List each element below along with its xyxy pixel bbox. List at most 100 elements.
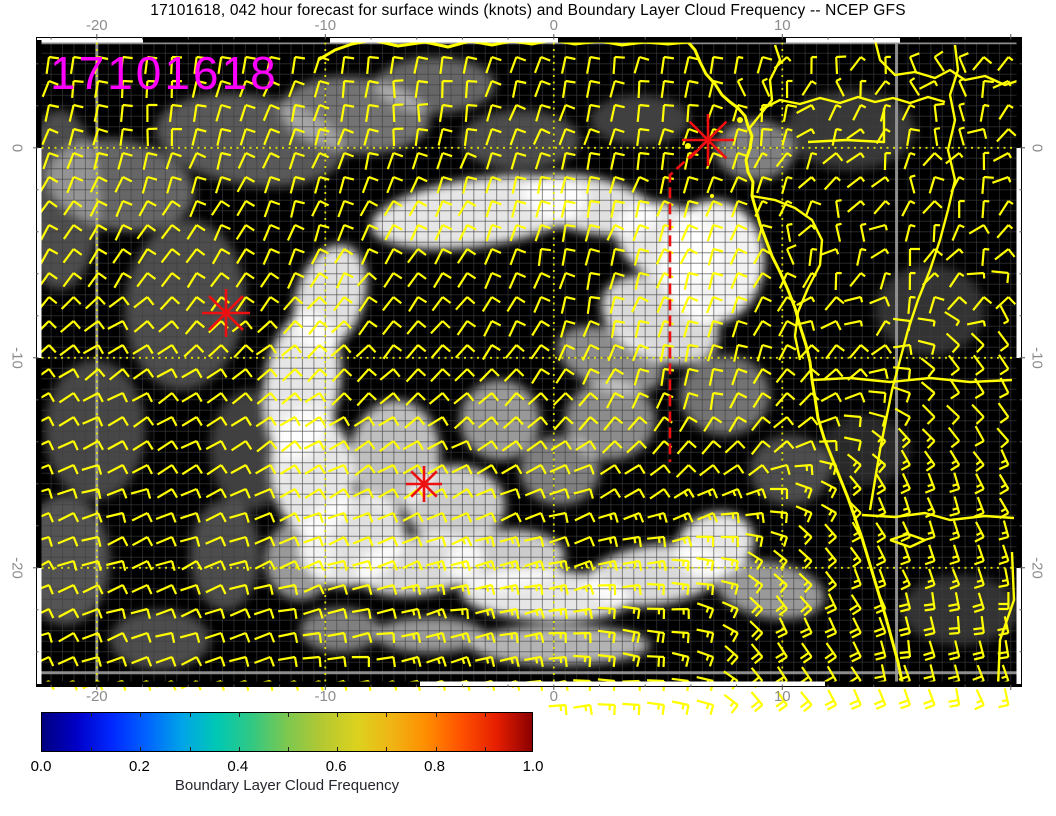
wind-barb xyxy=(352,583,373,595)
wind-barb xyxy=(462,55,478,74)
wind-barb xyxy=(509,223,527,242)
wind-barb xyxy=(921,428,936,449)
wind-barb xyxy=(549,487,570,499)
wind-barb xyxy=(434,199,453,218)
wind-barb xyxy=(451,511,473,523)
wind-barb xyxy=(303,511,324,523)
wind-barb xyxy=(997,330,1010,352)
wind-barb xyxy=(608,127,625,146)
wind-barb xyxy=(291,55,306,74)
wind-barb xyxy=(868,411,887,427)
wind-barb xyxy=(335,272,354,289)
wind-barb xyxy=(107,344,129,355)
wind-barb xyxy=(633,55,650,74)
wind-barb xyxy=(506,296,526,312)
colorbar-tick-label: 0.0 xyxy=(30,758,52,775)
wind-barb xyxy=(457,200,477,217)
wind-barb xyxy=(778,200,793,217)
wind-barb xyxy=(721,601,739,619)
wind-barb xyxy=(561,223,576,242)
colorbar-tick xyxy=(435,713,437,717)
wind-barb xyxy=(229,607,251,619)
wind-barb xyxy=(57,512,80,523)
wind-barb xyxy=(185,296,206,312)
wind-barb xyxy=(583,127,600,146)
wind-barb xyxy=(679,248,698,265)
wind-barb xyxy=(63,200,83,216)
wind-barb xyxy=(573,463,595,475)
wind-barb xyxy=(41,583,54,595)
wind-barb xyxy=(41,320,57,331)
wind-barb xyxy=(206,368,228,380)
axis-tick-label-right: -10 xyxy=(1028,346,1046,369)
wind-barb xyxy=(336,223,354,242)
wind-barb xyxy=(750,440,771,455)
wind-barb xyxy=(582,319,600,338)
wind-barb xyxy=(84,368,106,381)
wind-barb xyxy=(560,295,576,314)
wind-barb xyxy=(995,296,1017,310)
wind-barb xyxy=(966,319,986,327)
wind-barb xyxy=(773,573,788,594)
wind-barb xyxy=(655,392,674,409)
wind-barb xyxy=(132,368,155,380)
wind-barb xyxy=(923,688,936,710)
wind-barb xyxy=(948,616,961,635)
wind-barb xyxy=(386,175,404,194)
wind-barb xyxy=(107,632,129,643)
wind-barb xyxy=(327,631,348,643)
wind-barb xyxy=(728,416,748,433)
wind-barb xyxy=(229,631,251,643)
wind-barb xyxy=(230,440,253,452)
wind-barb xyxy=(948,688,961,708)
wind-barb xyxy=(59,344,81,357)
wind-barb xyxy=(352,488,374,499)
wind-barb xyxy=(680,223,699,242)
wind-barb xyxy=(747,551,764,571)
wind-barb xyxy=(41,487,53,499)
wind-barb xyxy=(510,151,527,170)
wind-barb xyxy=(849,594,862,616)
wind-barb xyxy=(908,174,916,194)
wind-barb xyxy=(696,602,715,619)
wind-barb xyxy=(852,104,867,121)
wind-barb xyxy=(253,583,274,596)
wind-barb xyxy=(967,127,988,139)
wind-barb xyxy=(951,223,965,242)
wind-barb xyxy=(745,532,764,547)
wind-barb xyxy=(304,488,326,499)
wind-barb xyxy=(190,175,207,194)
wind-barb xyxy=(607,343,625,362)
wind-barb xyxy=(559,319,576,338)
wind-barb xyxy=(773,549,788,570)
wind-barb xyxy=(69,55,84,74)
wind-barb xyxy=(697,511,719,523)
wind-barb xyxy=(425,559,447,571)
wind-barb xyxy=(81,655,102,667)
wind-barb xyxy=(527,416,549,429)
wind-barb xyxy=(868,223,888,231)
wind-barb xyxy=(142,151,158,170)
wind-barb xyxy=(376,631,396,644)
wind-barb xyxy=(450,631,471,643)
wind-barb xyxy=(41,176,59,193)
wind-barb xyxy=(450,607,470,620)
wind-barb xyxy=(156,488,179,499)
wind-barb xyxy=(920,357,936,378)
wind-barb xyxy=(624,488,646,499)
wind-barb xyxy=(824,689,838,711)
wind-barb xyxy=(612,55,625,75)
wind-barb xyxy=(453,392,475,405)
wind-barb xyxy=(682,127,699,146)
wind-barb xyxy=(922,200,943,215)
wind-barb xyxy=(584,247,601,266)
wind-barb xyxy=(378,488,400,499)
wind-barb xyxy=(179,631,201,643)
wind-barb xyxy=(239,103,256,122)
wind-barb xyxy=(160,272,181,288)
wind-barb xyxy=(159,296,181,311)
wind-barb xyxy=(660,55,675,74)
wind-barb xyxy=(392,127,404,147)
wind-barb xyxy=(358,296,378,312)
axis-tick-label-right: -20 xyxy=(1028,556,1046,579)
